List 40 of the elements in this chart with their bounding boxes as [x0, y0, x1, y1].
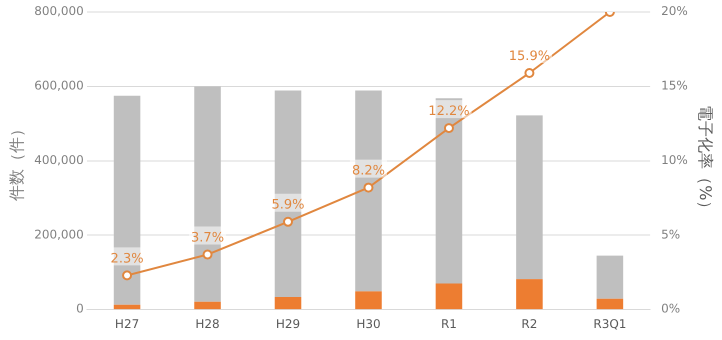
data-label: 12.2% [428, 104, 470, 119]
y-axis-title: 件数（件） [6, 120, 26, 201]
point [524, 68, 534, 78]
bar [596, 256, 624, 299]
bar [516, 115, 543, 280]
y2-tick-label: 15% [661, 78, 688, 93]
bar [436, 284, 462, 310]
bar [516, 279, 543, 310]
x-tick-label: H27 [114, 316, 140, 331]
x-tick-label: H30 [356, 316, 381, 331]
data-label: 3.7% [191, 230, 224, 246]
y2-tick-label: 10% [661, 152, 688, 167]
y2-tick-label: 20% [661, 4, 688, 18]
y-tick-label: 600,000 [34, 78, 84, 93]
point [444, 123, 454, 134]
data-label: 8.2% [352, 163, 385, 178]
point [283, 216, 294, 227]
y2-axis-title: 電子化率（%） [696, 105, 716, 216]
x-tick-label: R3Q1 [593, 316, 626, 331]
point [202, 250, 213, 260]
bar [274, 296, 302, 310]
x-tick-label: R2 [521, 316, 538, 331]
y-tick-label: 0 [76, 302, 84, 316]
data-label: 2.3% [110, 251, 144, 266]
y2-tick-label: 0% [661, 302, 680, 316]
point [122, 270, 132, 280]
y2-tick-label: 5% [661, 227, 680, 242]
bar [194, 302, 221, 310]
point [363, 182, 374, 193]
x-tick-label: R1 [440, 316, 457, 331]
y-tick-label: 200,000 [34, 227, 84, 242]
bar [355, 291, 382, 310]
data-label: 5.9% [271, 198, 305, 213]
x-tick-label: H28 [195, 316, 220, 331]
bar [596, 298, 624, 310]
data-label: 15.9% [508, 48, 550, 64]
y-tick-label: 400,000 [34, 152, 84, 167]
y-tick-label: 800,000 [34, 4, 84, 18]
x-tick-label: H29 [276, 316, 300, 331]
bar [114, 304, 140, 310]
